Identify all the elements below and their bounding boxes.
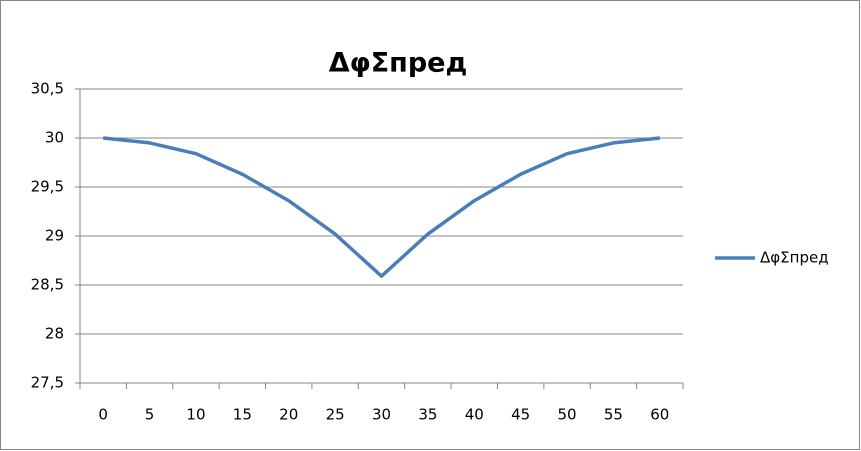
- x-tick-label: 15: [233, 406, 252, 424]
- y-tick-label: 29: [45, 227, 64, 245]
- y-tick-label: 29,5: [31, 178, 64, 196]
- x-tick-label: 55: [604, 406, 623, 424]
- y-tick-label: 27,5: [31, 374, 64, 392]
- legend-label: ΔφΣпред: [760, 249, 829, 267]
- y-tick-label: 30,5: [31, 80, 64, 98]
- x-tick-label: 40: [465, 406, 484, 424]
- x-tick-label: 25: [326, 406, 345, 424]
- x-tick-label: 20: [279, 406, 298, 424]
- x-tick-label: 0: [98, 406, 108, 424]
- x-tick-label: 35: [418, 406, 437, 424]
- y-tick-label: 30: [45, 129, 64, 147]
- x-tick-label: 60: [650, 406, 669, 424]
- x-tick-label: 45: [511, 406, 530, 424]
- x-tick-label: 30: [372, 406, 391, 424]
- line-series: [103, 136, 660, 278]
- y-tick-label: 28: [45, 325, 64, 343]
- x-tick-label: 10: [186, 406, 205, 424]
- chart-title: ΔφΣпред: [329, 48, 468, 79]
- y-tick-label: 28,5: [31, 276, 64, 294]
- x-tick-label: 5: [145, 406, 155, 424]
- x-tick-label: 50: [557, 406, 576, 424]
